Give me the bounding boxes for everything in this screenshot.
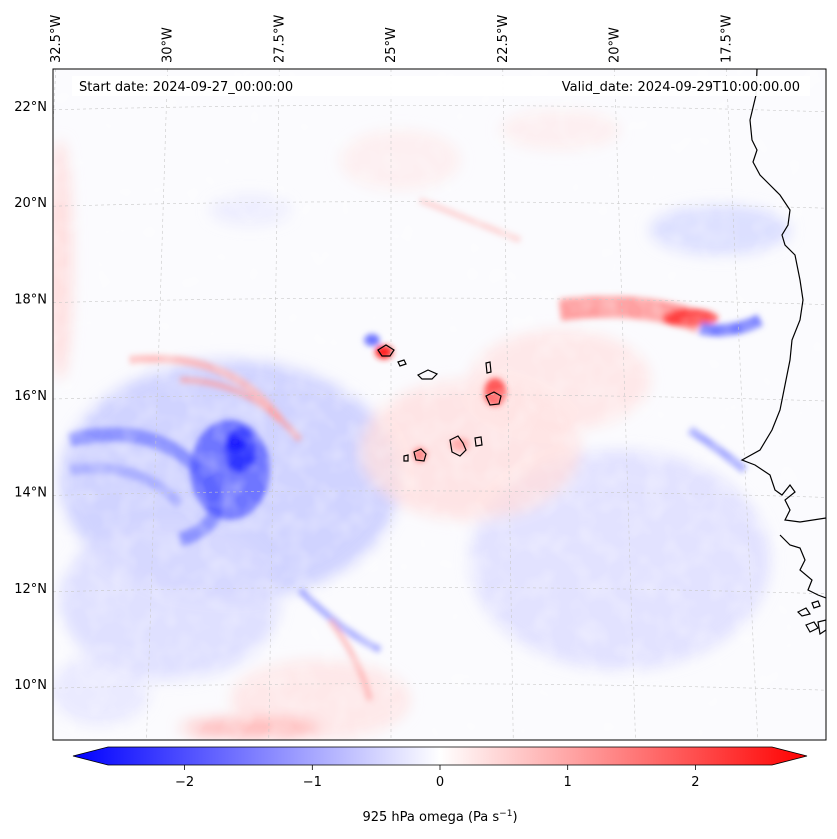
parallel-line	[53, 104, 826, 113]
info-band	[72, 76, 810, 96]
sao-nicolau-island	[416, 369, 439, 380]
latitude-labels: 22°N 20°N 18°N 16°N 14°N 12°N 10°N	[14, 100, 47, 693]
latitude-tick-label: 22°N	[14, 100, 47, 115]
santiago-island	[449, 435, 467, 457]
meridian-line	[146, 69, 168, 740]
latitude-tick-label: 18°N	[14, 293, 47, 308]
boa-vista-island	[485, 391, 502, 406]
map-frame	[52, 68, 827, 741]
meridian-line	[725, 69, 759, 740]
latitude-tick-label: 14°N	[14, 485, 47, 500]
start-date-label: Start date: 2024-09-27_00:00:00	[79, 80, 293, 95]
maio-island	[474, 436, 483, 447]
parallel-line	[53, 490, 826, 498]
valid-date-label: Valid_date: 2024-09-29T10:00:00.00	[562, 80, 800, 95]
latitude-tick-label: 20°N	[14, 196, 47, 211]
colorbar-body	[72, 746, 808, 766]
meridian-line	[268, 69, 280, 740]
latitude-tick-label: 16°N	[14, 389, 47, 404]
colorbar-tick-label: −1	[303, 775, 322, 790]
colorbar-tick-label: 0	[436, 775, 444, 790]
santo-antao-island	[377, 344, 395, 357]
meridian-line	[502, 69, 514, 740]
longitude-tick-label: 25°W	[384, 27, 399, 63]
fogo-island	[413, 448, 427, 462]
africa-coastline	[740, 69, 826, 523]
latitude-tick-label: 10°N	[14, 678, 47, 693]
meridian-line	[53, 69, 57, 134]
longitude-tick-label: 30°W	[161, 27, 176, 63]
sao-vicente-island	[397, 359, 407, 367]
longitude-tick-label: 22.5°W	[496, 15, 511, 63]
longitude-tick-label: 17.5°W	[719, 15, 734, 63]
omega-field	[53, 69, 826, 740]
meridian-line	[614, 69, 636, 740]
colorbar-label: 925 hPa omega (Pa s−1)	[362, 809, 517, 825]
longitude-tick-label: 32.5°W	[49, 15, 64, 63]
colorbar-tick-label: 2	[691, 775, 699, 790]
coastlines	[377, 69, 826, 636]
colorbar-tick-label: −2	[175, 775, 194, 790]
latitude-tick-label: 12°N	[14, 582, 47, 597]
sal-island	[485, 361, 492, 374]
longitude-labels: 32.5°W 30°W 27.5°W 25°W 22.5°W 20°W 17.5°W	[49, 15, 735, 63]
parallel-line	[53, 586, 826, 595]
gridlines	[53, 69, 826, 740]
longitude-tick-label: 20°W	[608, 27, 623, 63]
colorbar: −2 −1 0 1 2 925 hPa omega (Pa s−1)	[72, 746, 808, 825]
brava-island	[403, 454, 409, 462]
field-texture	[53, 69, 826, 740]
parallel-line	[53, 683, 826, 691]
parallel-line	[53, 394, 826, 402]
bijagos-islands	[796, 600, 826, 636]
colorbar-ticks: −2 −1 0 1 2	[175, 765, 700, 790]
colorbar-tick-label: 1	[564, 775, 572, 790]
parallel-line	[53, 201, 826, 209]
guinea-bissau-coast	[779, 534, 826, 599]
parallel-line	[53, 297, 826, 305]
longitude-tick-label: 27.5°W	[272, 15, 287, 63]
